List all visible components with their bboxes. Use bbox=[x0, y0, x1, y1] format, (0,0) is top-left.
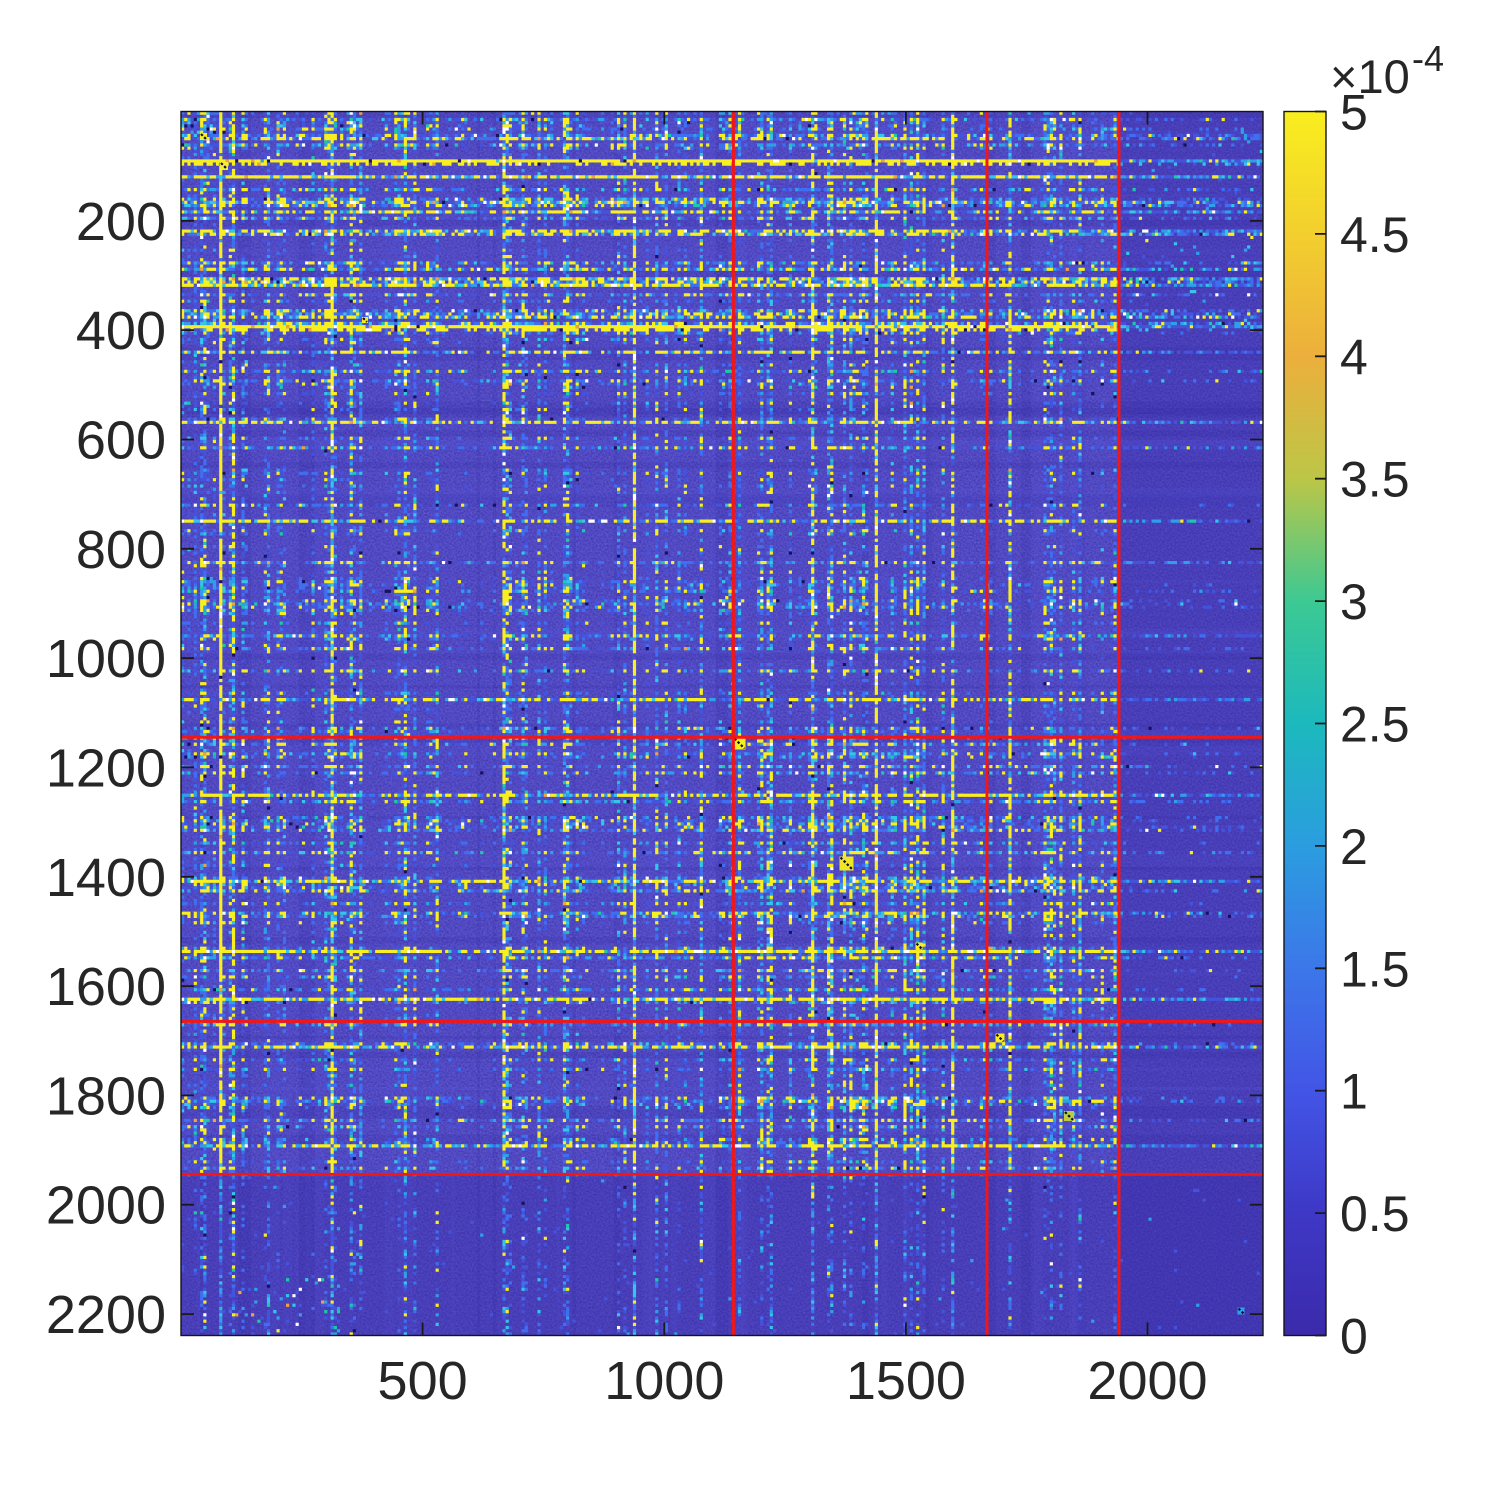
svg-text:1000: 1000 bbox=[46, 629, 166, 689]
svg-text:1400: 1400 bbox=[46, 848, 166, 908]
svg-text:200: 200 bbox=[76, 192, 166, 252]
svg-text:2000: 2000 bbox=[1087, 1351, 1207, 1411]
svg-text:2.5: 2.5 bbox=[1340, 697, 1410, 753]
svg-text:1200: 1200 bbox=[46, 738, 166, 798]
svg-text:1800: 1800 bbox=[46, 1066, 166, 1126]
svg-text:2: 2 bbox=[1340, 819, 1368, 875]
svg-text:1.5: 1.5 bbox=[1340, 941, 1410, 997]
svg-text:-4: -4 bbox=[1412, 38, 1444, 79]
svg-text:2000: 2000 bbox=[46, 1176, 166, 1236]
svg-text:1000: 1000 bbox=[604, 1351, 724, 1411]
svg-text:4.5: 4.5 bbox=[1340, 207, 1410, 263]
svg-text:×10: ×10 bbox=[1330, 50, 1410, 103]
svg-text:2200: 2200 bbox=[46, 1285, 166, 1345]
svg-text:3.5: 3.5 bbox=[1340, 452, 1410, 508]
svg-text:600: 600 bbox=[76, 411, 166, 471]
svg-text:1600: 1600 bbox=[46, 957, 166, 1017]
svg-text:400: 400 bbox=[76, 301, 166, 361]
svg-text:0: 0 bbox=[1340, 1309, 1368, 1365]
svg-text:500: 500 bbox=[378, 1351, 468, 1411]
svg-text:800: 800 bbox=[76, 520, 166, 580]
svg-text:4: 4 bbox=[1340, 329, 1368, 385]
svg-text:3: 3 bbox=[1340, 574, 1368, 630]
svg-text:1: 1 bbox=[1340, 1064, 1368, 1120]
svg-text:1500: 1500 bbox=[846, 1351, 966, 1411]
svg-text:5: 5 bbox=[1340, 85, 1368, 141]
svg-text:0.5: 0.5 bbox=[1340, 1186, 1410, 1242]
